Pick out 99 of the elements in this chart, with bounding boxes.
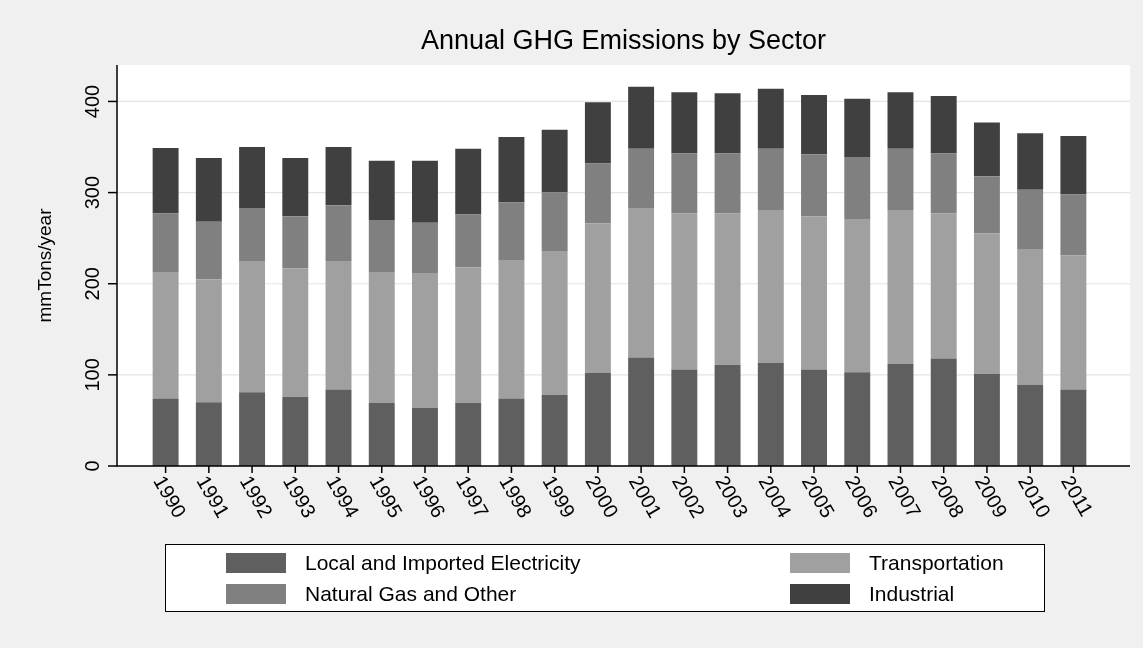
bar xyxy=(757,209,784,364)
bar xyxy=(628,86,655,149)
bar xyxy=(584,163,611,224)
bar xyxy=(498,202,525,261)
bar xyxy=(887,92,914,149)
bar xyxy=(1017,189,1044,250)
bar xyxy=(282,396,309,466)
bar xyxy=(541,251,568,395)
bar xyxy=(412,273,438,408)
legend-label: Local and Imported Electricity xyxy=(305,550,581,575)
bar xyxy=(282,157,309,217)
bar xyxy=(368,271,395,404)
bar xyxy=(973,373,1000,466)
bar xyxy=(1060,255,1087,390)
bar xyxy=(628,148,655,209)
bar xyxy=(584,373,611,466)
bar xyxy=(930,153,957,214)
bar xyxy=(628,357,655,466)
bar xyxy=(412,160,438,223)
bar xyxy=(887,363,914,466)
bar xyxy=(714,153,741,214)
bar xyxy=(973,122,1000,177)
bar xyxy=(930,95,957,154)
y-tick-label: 300 xyxy=(80,175,103,210)
bar xyxy=(801,95,827,155)
bar xyxy=(887,148,914,210)
bar xyxy=(195,221,222,280)
bar xyxy=(714,213,741,365)
bar xyxy=(1060,136,1087,195)
bar xyxy=(239,261,266,393)
bar xyxy=(541,192,568,252)
bar xyxy=(844,219,871,373)
y-tick-label: 0 xyxy=(80,460,103,472)
bar xyxy=(498,137,525,203)
bar xyxy=(1017,384,1044,466)
bar xyxy=(541,129,568,193)
bar xyxy=(195,402,222,466)
bar xyxy=(368,219,395,272)
bar xyxy=(671,92,698,154)
bar xyxy=(541,394,568,466)
legend-label: Industrial xyxy=(869,581,955,606)
bar xyxy=(282,216,309,269)
bar xyxy=(930,358,957,466)
bar xyxy=(757,148,784,210)
bar xyxy=(844,157,871,220)
bar xyxy=(973,176,1000,234)
bar xyxy=(1060,389,1087,466)
bar xyxy=(325,147,352,206)
bar xyxy=(152,147,179,214)
bar xyxy=(584,102,611,164)
bar xyxy=(152,271,179,399)
bar xyxy=(195,279,222,403)
bar xyxy=(714,93,741,154)
bar xyxy=(1017,133,1044,190)
bar xyxy=(282,268,309,397)
bar xyxy=(801,154,827,217)
bar xyxy=(757,88,784,149)
bar xyxy=(671,153,698,214)
bar xyxy=(455,403,482,466)
legend-label: Transportation xyxy=(869,550,1004,575)
bar xyxy=(412,222,438,274)
bar xyxy=(671,369,698,466)
y-axis-title: mmTons/year xyxy=(34,207,56,323)
y-tick-label: 100 xyxy=(80,358,103,392)
bar xyxy=(455,214,482,268)
bar xyxy=(455,148,482,215)
bar xyxy=(671,213,698,370)
bar xyxy=(498,260,525,399)
bar xyxy=(887,209,914,364)
bar xyxy=(239,147,266,209)
bar xyxy=(368,403,395,466)
bar xyxy=(498,398,525,466)
bar xyxy=(325,260,352,390)
bar xyxy=(195,157,222,222)
bar xyxy=(628,208,655,358)
bar xyxy=(584,223,611,374)
bar xyxy=(801,369,827,466)
bar xyxy=(757,363,784,466)
bar xyxy=(239,208,266,262)
bar xyxy=(152,213,179,272)
bar xyxy=(368,160,395,220)
bar xyxy=(412,407,438,466)
bar xyxy=(844,98,871,158)
bar xyxy=(1060,194,1087,256)
bar xyxy=(973,233,1000,374)
bar xyxy=(930,213,957,359)
chart-title: Annual GHG Emissions by Sector xyxy=(420,25,827,56)
legend-label: Natural Gas and Other xyxy=(305,581,517,606)
bar xyxy=(152,398,179,466)
bar xyxy=(455,267,482,404)
bar xyxy=(325,205,352,261)
bar xyxy=(801,216,827,370)
bar xyxy=(844,372,871,466)
bar xyxy=(714,364,741,466)
bar xyxy=(1017,249,1044,385)
y-tick-label: 200 xyxy=(80,267,103,301)
y-tick-label: 400 xyxy=(80,84,103,119)
bar xyxy=(325,389,352,466)
bar xyxy=(239,392,266,466)
